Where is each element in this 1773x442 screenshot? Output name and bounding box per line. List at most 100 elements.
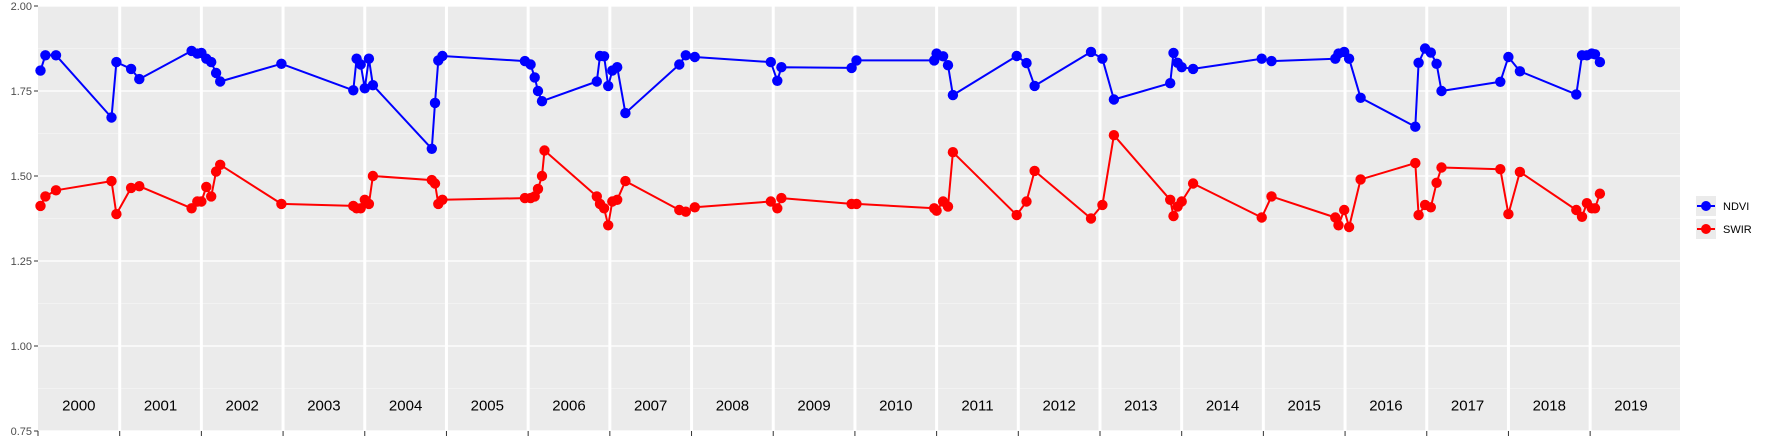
data-point-ndvi [1410,121,1421,132]
data-point-ndvi [363,53,375,64]
data-point-ndvi [215,76,226,87]
data-point-swir [429,178,441,189]
data-point-ndvi [1085,46,1097,58]
year-labels: 2000 2001 2002 2003 2004 2005 2006 2007 2008 2009… [62,398,1648,415]
legend-key-point [1701,201,1711,211]
series-layer [35,43,1606,233]
data-point-swir [1187,178,1199,189]
data-point-ndvi [1425,47,1437,58]
data-point-ndvi [111,56,122,68]
data-point-swir [134,181,145,192]
y-tick-label: 1.00 [11,341,32,353]
data-point-swir [1355,174,1366,185]
data-point-ndvi [612,61,623,73]
data-point-swir [942,201,954,212]
legend-item-swir: SWIR [1696,219,1752,239]
data-point-ndvi [429,97,441,109]
legend-item-ndvi: NDVI [1696,196,1749,216]
data-point-swir [215,159,226,170]
data-point-swir [539,145,550,156]
year-label: 2013 [1124,398,1157,415]
legend-label: SWIR [1723,224,1752,236]
data-point-ndvi [1495,76,1506,88]
legend-label: NDVI [1723,201,1749,213]
data-point-ndvi [937,51,949,62]
data-point-swir [532,183,544,195]
data-point-swir [772,203,783,214]
series-ndvi [35,43,1606,154]
data-point-ndvi [674,59,685,70]
year-label: 2016 [1369,398,1402,415]
data-point-ndvi [1021,57,1032,69]
data-point-ndvi [776,61,787,73]
data-point-swir [612,194,623,205]
data-point-swir [1021,196,1032,207]
data-point-swir [680,206,691,217]
data-point-swir [1097,199,1108,211]
series-swir [35,130,1606,233]
data-point-swir [536,170,548,182]
data-point-swir [355,203,366,214]
data-point-ndvi [40,50,51,61]
data-point-swir [689,202,700,213]
year-label: 2006 [552,398,585,415]
y-tick-label: 1.75 [11,86,32,98]
data-point-ndvi [525,59,536,70]
year-label: 2007 [634,398,667,415]
data-point-ndvi [942,59,954,71]
year-label: 2011 [961,398,993,415]
data-point-ndvi [1571,89,1582,100]
data-point-ndvi [598,51,610,62]
data-point-swir [598,203,610,214]
data-point-swir [851,198,862,210]
data-point-ndvi [846,62,857,74]
y-tick-label: 1.50 [11,171,32,183]
data-point-ndvi [947,89,959,101]
data-point-ndvi [1594,56,1606,68]
x-axis-ticks [37,431,1591,436]
data-point-swir [1576,211,1588,222]
data-point-ndvi [532,85,544,97]
data-point-swir [1339,204,1350,216]
data-point-ndvi [529,72,540,83]
year-label: 2003 [307,398,340,415]
data-point-ndvi [1436,85,1447,97]
y-tick-label: 0.75 [11,426,32,438]
data-point-ndvi [1514,66,1526,77]
data-point-ndvi [620,107,631,119]
data-point-ndvi [680,50,691,61]
legend-key-point [1701,224,1711,234]
data-point-ndvi [276,58,287,69]
data-point-swir [1085,213,1097,224]
data-point-swir [620,175,631,187]
data-point-ndvi [359,83,370,94]
data-point-ndvi [1355,92,1366,104]
data-point-swir [1410,157,1421,169]
data-point-ndvi [1011,50,1022,62]
data-point-swir [206,191,217,202]
data-point-swir [603,220,614,231]
data-point-swir [1108,130,1120,141]
data-point-ndvi [1165,78,1176,89]
data-point-swir [1256,212,1267,223]
data-point-swir [1571,204,1582,216]
year-label: 2015 [1288,398,1321,415]
data-point-ndvi [1503,51,1514,63]
y-axis: 0.75 1.00 1.25 1.50 1.75 2.00 [11,1,38,438]
data-point-ndvi [1589,49,1601,60]
year-label: 2008 [716,398,749,415]
data-point-ndvi [35,65,46,76]
year-label: 2004 [389,398,422,415]
data-point-swir [1011,209,1022,221]
data-point-ndvi [689,51,700,63]
data-point-swir [1503,208,1514,220]
data-point-ndvi [603,80,614,92]
data-point-swir [125,182,137,194]
data-point-ndvi [437,50,448,62]
data-point-ndvi [1256,53,1267,64]
data-point-swir [1168,210,1179,222]
data-point-swir [1333,220,1344,231]
data-point-ndvi [772,75,783,87]
data-point-swir [50,185,62,196]
